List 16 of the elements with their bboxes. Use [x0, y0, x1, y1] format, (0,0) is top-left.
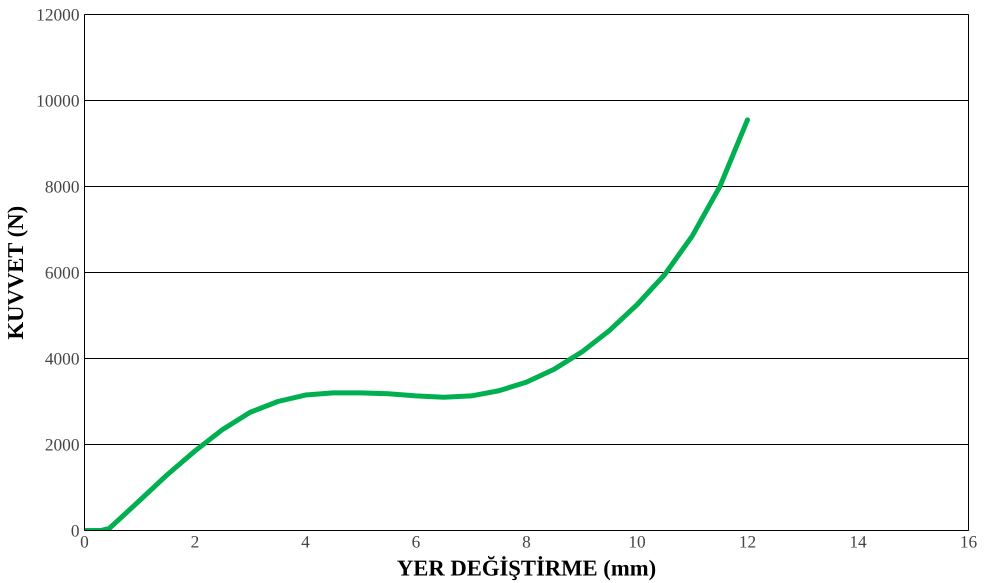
x-tick-label: 2	[190, 532, 200, 552]
x-tick-label: 4	[301, 532, 310, 552]
x-tick-label: 14	[849, 532, 867, 552]
y-tick-label: 10000	[36, 92, 80, 110]
x-axis-title: YER DEĞİŞTİRME (mm)	[396, 556, 656, 580]
x-tick-label: 12	[738, 532, 756, 552]
x-tick-label: 10	[628, 532, 646, 552]
x-tick-label: 16	[960, 532, 978, 552]
y-axis-title: KUVVET (N)	[3, 206, 28, 340]
y-tick-label: 2000	[44, 436, 80, 454]
x-tick-label: 8	[522, 532, 531, 552]
y-tick-label: 6000	[44, 264, 80, 282]
y-tick-label: 12000	[36, 6, 80, 24]
y-tick-label: 8000	[44, 178, 80, 196]
x-tick-label: 6	[412, 532, 421, 552]
y-tick-label: 4000	[44, 350, 80, 368]
